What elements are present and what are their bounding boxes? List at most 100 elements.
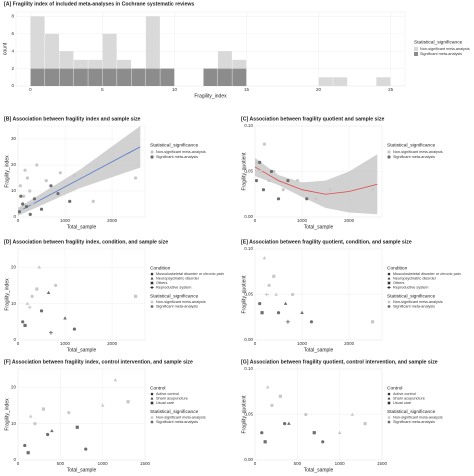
point	[387, 285, 391, 290]
confidence-band	[255, 154, 378, 215]
point	[255, 179, 259, 183]
bar	[73, 59, 88, 69]
point	[126, 400, 130, 404]
y-tick-label: 10	[11, 421, 17, 426]
legend-label: Significant meta-analysis	[156, 305, 198, 309]
x-axis-label: Total_sample	[67, 347, 97, 353]
x-tick-label: 10	[172, 87, 178, 92]
bar	[333, 77, 348, 86]
legend-label: Reproductive system	[393, 286, 428, 290]
point	[27, 305, 32, 310]
legend-swatch	[414, 52, 418, 56]
x-tick-label: 500	[294, 461, 302, 466]
bar	[102, 33, 117, 69]
point	[30, 294, 34, 298]
point	[295, 179, 299, 183]
point	[100, 403, 105, 407]
point	[264, 292, 269, 297]
point	[58, 171, 62, 175]
point	[291, 292, 295, 297]
point	[63, 316, 67, 320]
x-tick-label: 0	[29, 87, 32, 92]
point	[276, 197, 281, 201]
point	[18, 210, 22, 214]
point	[56, 192, 60, 196]
point	[150, 285, 154, 290]
point	[314, 197, 318, 201]
point	[84, 447, 88, 451]
point	[267, 283, 271, 287]
x-axis-label: Total_sample	[304, 347, 334, 353]
y-tick-label: 20	[11, 264, 17, 269]
bar	[59, 51, 74, 69]
y-tick-label: 10	[11, 188, 17, 193]
y-tick-label: 0.00	[244, 457, 253, 462]
legend-label: Significant meta-analysis	[156, 155, 198, 159]
point	[28, 212, 32, 216]
y-tick-label: 6	[11, 31, 14, 36]
legend-swatch	[150, 155, 154, 159]
legend-label: Others	[393, 281, 404, 285]
legend-label: Significant meta-analysis	[156, 420, 198, 424]
y-tick-label: 2	[11, 66, 14, 71]
point	[270, 403, 274, 407]
panel-title: [C] Association between fragility quotie…	[241, 116, 384, 122]
y-tick-label: 0	[13, 457, 16, 462]
bar	[117, 59, 132, 69]
point	[350, 412, 355, 416]
y-tick-label: 20	[11, 384, 17, 389]
legend-swatch	[387, 300, 391, 304]
y-axis-label: Fragility_quotient	[241, 275, 247, 314]
x-axis-label: Total_sample	[67, 224, 97, 230]
plot-marks	[255, 142, 378, 215]
x-tick-label: 0	[254, 461, 257, 466]
point	[30, 202, 34, 206]
point	[276, 311, 281, 315]
point	[274, 292, 278, 296]
point	[262, 256, 267, 260]
point	[258, 302, 262, 306]
bar	[232, 68, 247, 86]
bar	[217, 68, 232, 86]
legend-label: Significant meta-analysis	[393, 420, 435, 424]
legend-label: Usual care	[393, 401, 411, 405]
legend-title: Condition	[150, 265, 171, 271]
point	[150, 401, 154, 405]
bar	[45, 33, 60, 69]
point	[387, 281, 391, 285]
point	[387, 276, 391, 280]
panel-title: [D] Association between fragility index,…	[4, 239, 168, 245]
bar	[73, 68, 88, 86]
panel: [D] Association between fragility index,…	[4, 239, 224, 353]
point	[46, 432, 50, 437]
y-axis-label: Fragility_quotient	[241, 152, 247, 191]
y-tick-label: 30	[11, 136, 17, 141]
y-axis-label: count	[2, 42, 8, 55]
legend-swatch	[150, 420, 154, 424]
point	[283, 422, 287, 426]
point	[328, 188, 332, 192]
point	[28, 189, 32, 193]
point	[272, 274, 276, 278]
x-tick-label: 25	[388, 87, 394, 92]
legend-title: Statistical_significance	[387, 293, 436, 299]
bar	[145, 16, 160, 69]
legend-swatch	[150, 416, 154, 419]
legend-label: Active control	[393, 392, 416, 396]
x-tick-label: 0	[254, 341, 257, 346]
legend-title: Control	[150, 385, 165, 391]
y-axis-label: Fragility_index	[4, 155, 10, 188]
panel: [A] Fragility index of included meta-ana…	[2, 1, 469, 99]
legend-label: Sham acupuncture	[156, 397, 188, 401]
x-tick-label: 2000	[344, 218, 355, 223]
x-tick-label: 1500	[377, 461, 388, 466]
legend-label: Musculoskeletal disorder or chronic pain	[156, 272, 224, 276]
bar	[45, 68, 60, 86]
point	[25, 176, 30, 180]
point	[278, 394, 282, 398]
point	[23, 168, 27, 172]
x-tick-label: 1000	[60, 218, 71, 223]
legend-label: Non-significant meta-analysis	[156, 416, 206, 420]
point	[28, 414, 33, 418]
